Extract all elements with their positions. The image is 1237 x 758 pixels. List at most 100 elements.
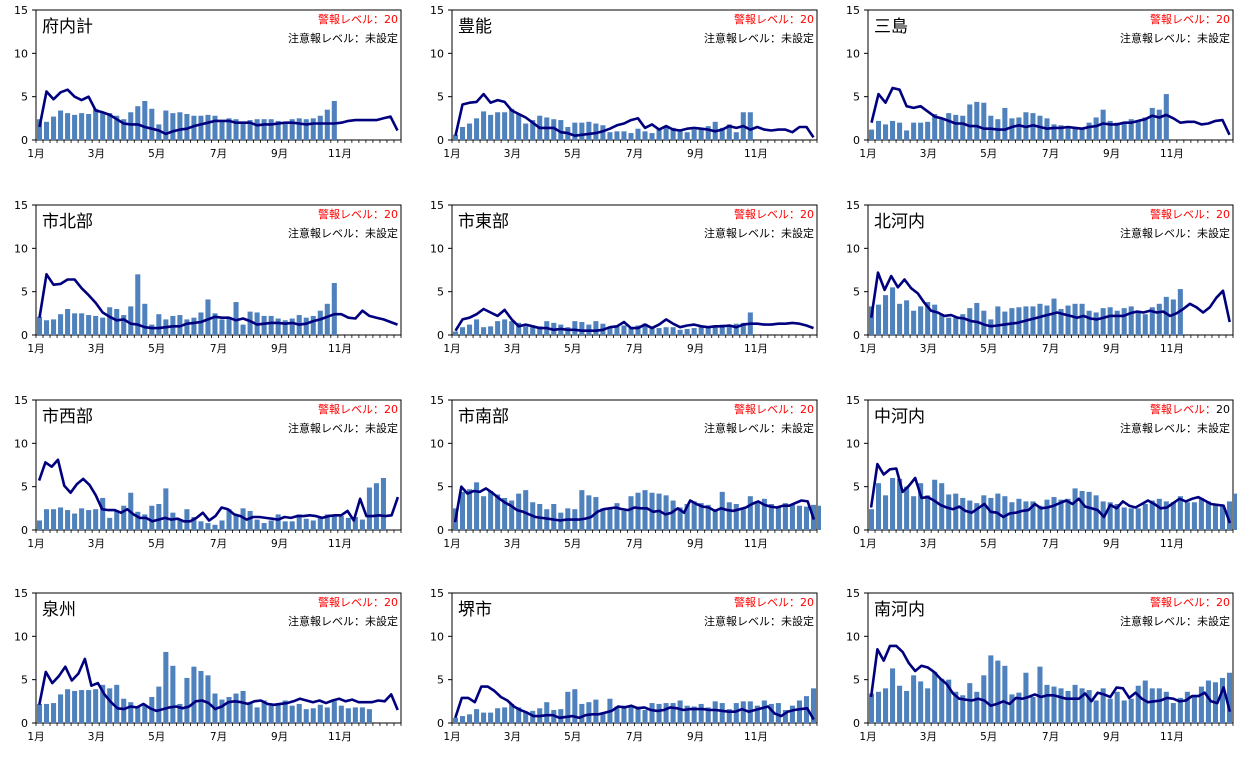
bar xyxy=(268,705,274,723)
bar xyxy=(691,706,697,723)
bar xyxy=(1079,688,1085,723)
x-tick-label: 11月 xyxy=(328,538,352,550)
bar xyxy=(897,685,903,723)
bar xyxy=(705,126,711,140)
line-series xyxy=(870,86,1231,136)
bar xyxy=(261,523,267,530)
bar xyxy=(1135,685,1141,723)
x-tick-label: 1月 xyxy=(859,538,876,550)
y-tick-label: 0 xyxy=(853,329,860,342)
x-tick-label: 1月 xyxy=(27,731,44,743)
y-tick-label: 5 xyxy=(853,286,860,299)
bar xyxy=(939,314,945,335)
bar xyxy=(233,693,239,723)
x-tick-label: 11月 xyxy=(744,538,768,550)
bar xyxy=(352,707,358,723)
bar xyxy=(502,707,508,723)
line-series xyxy=(869,462,1232,524)
bar xyxy=(1170,299,1176,335)
plot-area xyxy=(35,399,402,531)
x-tick-label: 9月 xyxy=(1103,148,1120,160)
x-tick-label: 7月 xyxy=(210,148,227,160)
x-tick-label: 9月 xyxy=(1103,343,1120,355)
bar xyxy=(1093,700,1099,723)
bar xyxy=(121,505,127,530)
bar xyxy=(1009,118,1015,140)
bar xyxy=(635,128,641,140)
line-series xyxy=(38,657,399,713)
bar xyxy=(698,703,704,723)
bar xyxy=(100,684,106,723)
y-tick-label: 0 xyxy=(21,524,28,537)
x-tick-label: 3月 xyxy=(920,538,937,550)
bar xyxy=(516,114,522,140)
y-tick-label: 10 xyxy=(846,47,860,60)
x-tick-label: 9月 xyxy=(1103,538,1120,550)
bar xyxy=(212,313,218,335)
bar xyxy=(726,502,732,530)
bar xyxy=(890,478,896,530)
bar xyxy=(1121,308,1127,335)
bar xyxy=(1002,496,1008,530)
bar xyxy=(310,118,316,140)
bar xyxy=(614,131,620,140)
bar xyxy=(268,119,274,140)
bar xyxy=(1009,502,1015,530)
x-tick-label: 1月 xyxy=(859,343,876,355)
y-tick-label: 0 xyxy=(437,134,444,147)
x-tick-label: 5月 xyxy=(148,538,165,550)
bar xyxy=(135,274,141,335)
bar xyxy=(1044,684,1050,723)
bar xyxy=(282,521,288,530)
x-tick-label: 3月 xyxy=(920,343,937,355)
bar xyxy=(1163,296,1169,335)
bar xyxy=(551,504,557,530)
bar xyxy=(719,127,725,140)
bar xyxy=(1163,501,1169,530)
y-tick-label: 10 xyxy=(846,630,860,643)
bar xyxy=(509,703,515,723)
bar xyxy=(1051,497,1057,530)
bar xyxy=(918,306,924,335)
bar xyxy=(761,700,767,723)
bar xyxy=(796,505,802,530)
x-tick-label: 1月 xyxy=(27,538,44,550)
bar xyxy=(366,709,372,723)
x-tick-label: 11月 xyxy=(1160,148,1184,160)
x-tick-label: 3月 xyxy=(504,538,521,550)
bar xyxy=(317,704,323,723)
y-tick-label: 15 xyxy=(430,587,444,600)
bar xyxy=(86,510,92,530)
bar xyxy=(345,708,351,723)
bar xyxy=(761,498,767,530)
bar xyxy=(1226,672,1233,723)
bar xyxy=(967,500,973,530)
bar xyxy=(191,517,197,530)
y-tick-label: 5 xyxy=(437,674,444,687)
bar xyxy=(65,113,71,140)
bar xyxy=(649,326,655,335)
bar xyxy=(719,324,725,335)
bar xyxy=(579,490,585,530)
bar xyxy=(261,700,267,723)
bar xyxy=(275,704,281,723)
bar xyxy=(1002,107,1008,140)
bar xyxy=(460,327,466,335)
line-series xyxy=(453,485,816,523)
bar xyxy=(1079,127,1085,140)
line-series xyxy=(869,644,1232,713)
bar xyxy=(1170,502,1176,530)
x-tick-label: 5月 xyxy=(148,148,165,160)
bar xyxy=(988,497,994,530)
x-tick-label: 3月 xyxy=(920,731,937,743)
bar xyxy=(747,112,753,140)
x-tick-label: 1月 xyxy=(443,731,460,743)
bar xyxy=(974,503,980,530)
bar xyxy=(1128,306,1134,335)
bar xyxy=(586,495,592,530)
x-tick-label: 1月 xyxy=(443,538,460,550)
bar xyxy=(107,113,113,140)
y-tick-label: 10 xyxy=(846,437,860,450)
bar xyxy=(876,691,882,723)
bar xyxy=(1079,303,1085,335)
